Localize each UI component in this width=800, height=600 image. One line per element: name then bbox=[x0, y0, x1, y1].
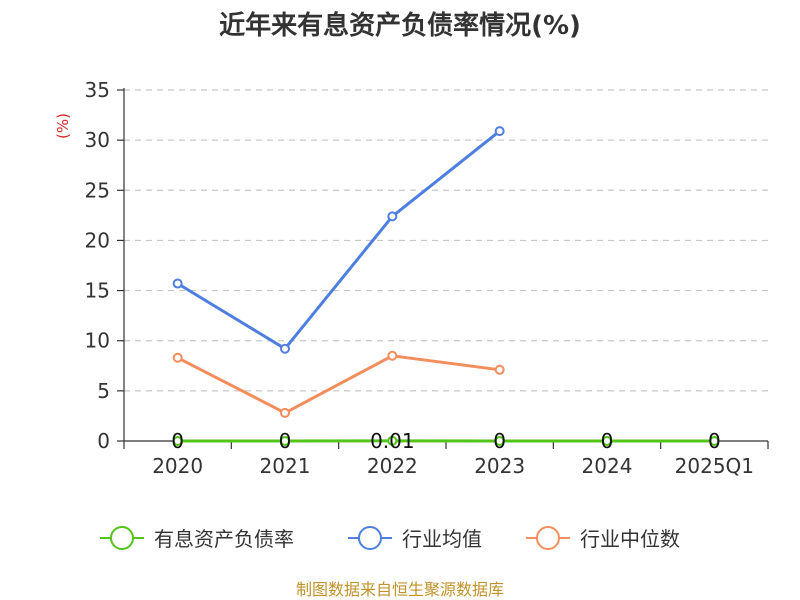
data-label: 0 bbox=[493, 429, 506, 453]
data-point bbox=[172, 352, 183, 363]
series-points bbox=[172, 126, 720, 446]
y-axis-ticks: 0 5 10 15 20 25 30 35 bbox=[85, 78, 124, 453]
legend-item: 行业中位数 bbox=[526, 526, 680, 551]
axes bbox=[123, 88, 768, 442]
legend: 有息资产负债率 行业均值 行业中位数 bbox=[100, 526, 680, 551]
x-tick-label: 2021 bbox=[260, 454, 311, 478]
data-point bbox=[387, 350, 398, 361]
x-tick-label: 2025Q1 bbox=[675, 454, 754, 478]
legend-marker bbox=[358, 526, 382, 550]
data-label: 0 bbox=[708, 429, 721, 453]
legend-marker bbox=[110, 526, 134, 550]
series-lines bbox=[176, 129, 715, 443]
x-axis-ticks: 2020 2021 2022 2023 2024 2025Q1 bbox=[123, 441, 769, 478]
data-label: 0 bbox=[279, 429, 292, 453]
x-tick-label: 2020 bbox=[152, 454, 203, 478]
y-tick-label: 0 bbox=[97, 429, 110, 453]
data-point bbox=[494, 364, 505, 375]
x-tick-label: 2022 bbox=[367, 454, 418, 478]
data-point bbox=[280, 407, 290, 418]
data-point bbox=[387, 211, 398, 222]
gridlines bbox=[124, 89, 768, 392]
y-tick-label: 25 bbox=[85, 178, 110, 202]
data-label: 0 bbox=[601, 429, 614, 453]
data-point bbox=[709, 436, 720, 446]
y-tick-label: 10 bbox=[85, 329, 110, 353]
data-point bbox=[280, 436, 290, 446]
legend-item: 行业均值 bbox=[348, 526, 482, 551]
legend-label: 行业均值 bbox=[402, 527, 482, 551]
legend-label: 有息资产负债率 bbox=[154, 527, 294, 551]
y-tick-label: 35 bbox=[85, 78, 110, 102]
data-label: 0.01 bbox=[370, 429, 415, 453]
data-point bbox=[172, 436, 183, 446]
legend-item: 有息资产负债率 bbox=[100, 526, 294, 551]
series-line-1 bbox=[176, 129, 501, 351]
data-label: 0 bbox=[171, 429, 184, 453]
legend-marker bbox=[536, 526, 560, 550]
y-axis-label: (%) bbox=[54, 113, 72, 139]
chart-title: 近年来有息资产负债率情况(%) bbox=[219, 10, 581, 41]
data-point bbox=[172, 278, 183, 289]
data-point bbox=[602, 436, 612, 446]
data-point bbox=[387, 435, 398, 446]
y-tick-label: 15 bbox=[85, 279, 110, 303]
y-tick-label: 20 bbox=[85, 228, 110, 252]
y-tick-label: 30 bbox=[85, 128, 110, 152]
x-tick-label: 2023 bbox=[474, 454, 525, 478]
data-point bbox=[494, 126, 505, 137]
source-note: 制图数据来自恒生聚源数据库 bbox=[296, 580, 504, 599]
series-line-2 bbox=[177, 354, 500, 415]
data-point bbox=[494, 436, 505, 446]
data-labels: 0 0 0.01 0 0 0 bbox=[171, 429, 720, 453]
x-tick-label: 2024 bbox=[582, 454, 633, 478]
y-tick-label: 5 bbox=[97, 379, 110, 403]
legend-label: 行业中位数 bbox=[580, 527, 680, 551]
data-point bbox=[280, 343, 290, 354]
